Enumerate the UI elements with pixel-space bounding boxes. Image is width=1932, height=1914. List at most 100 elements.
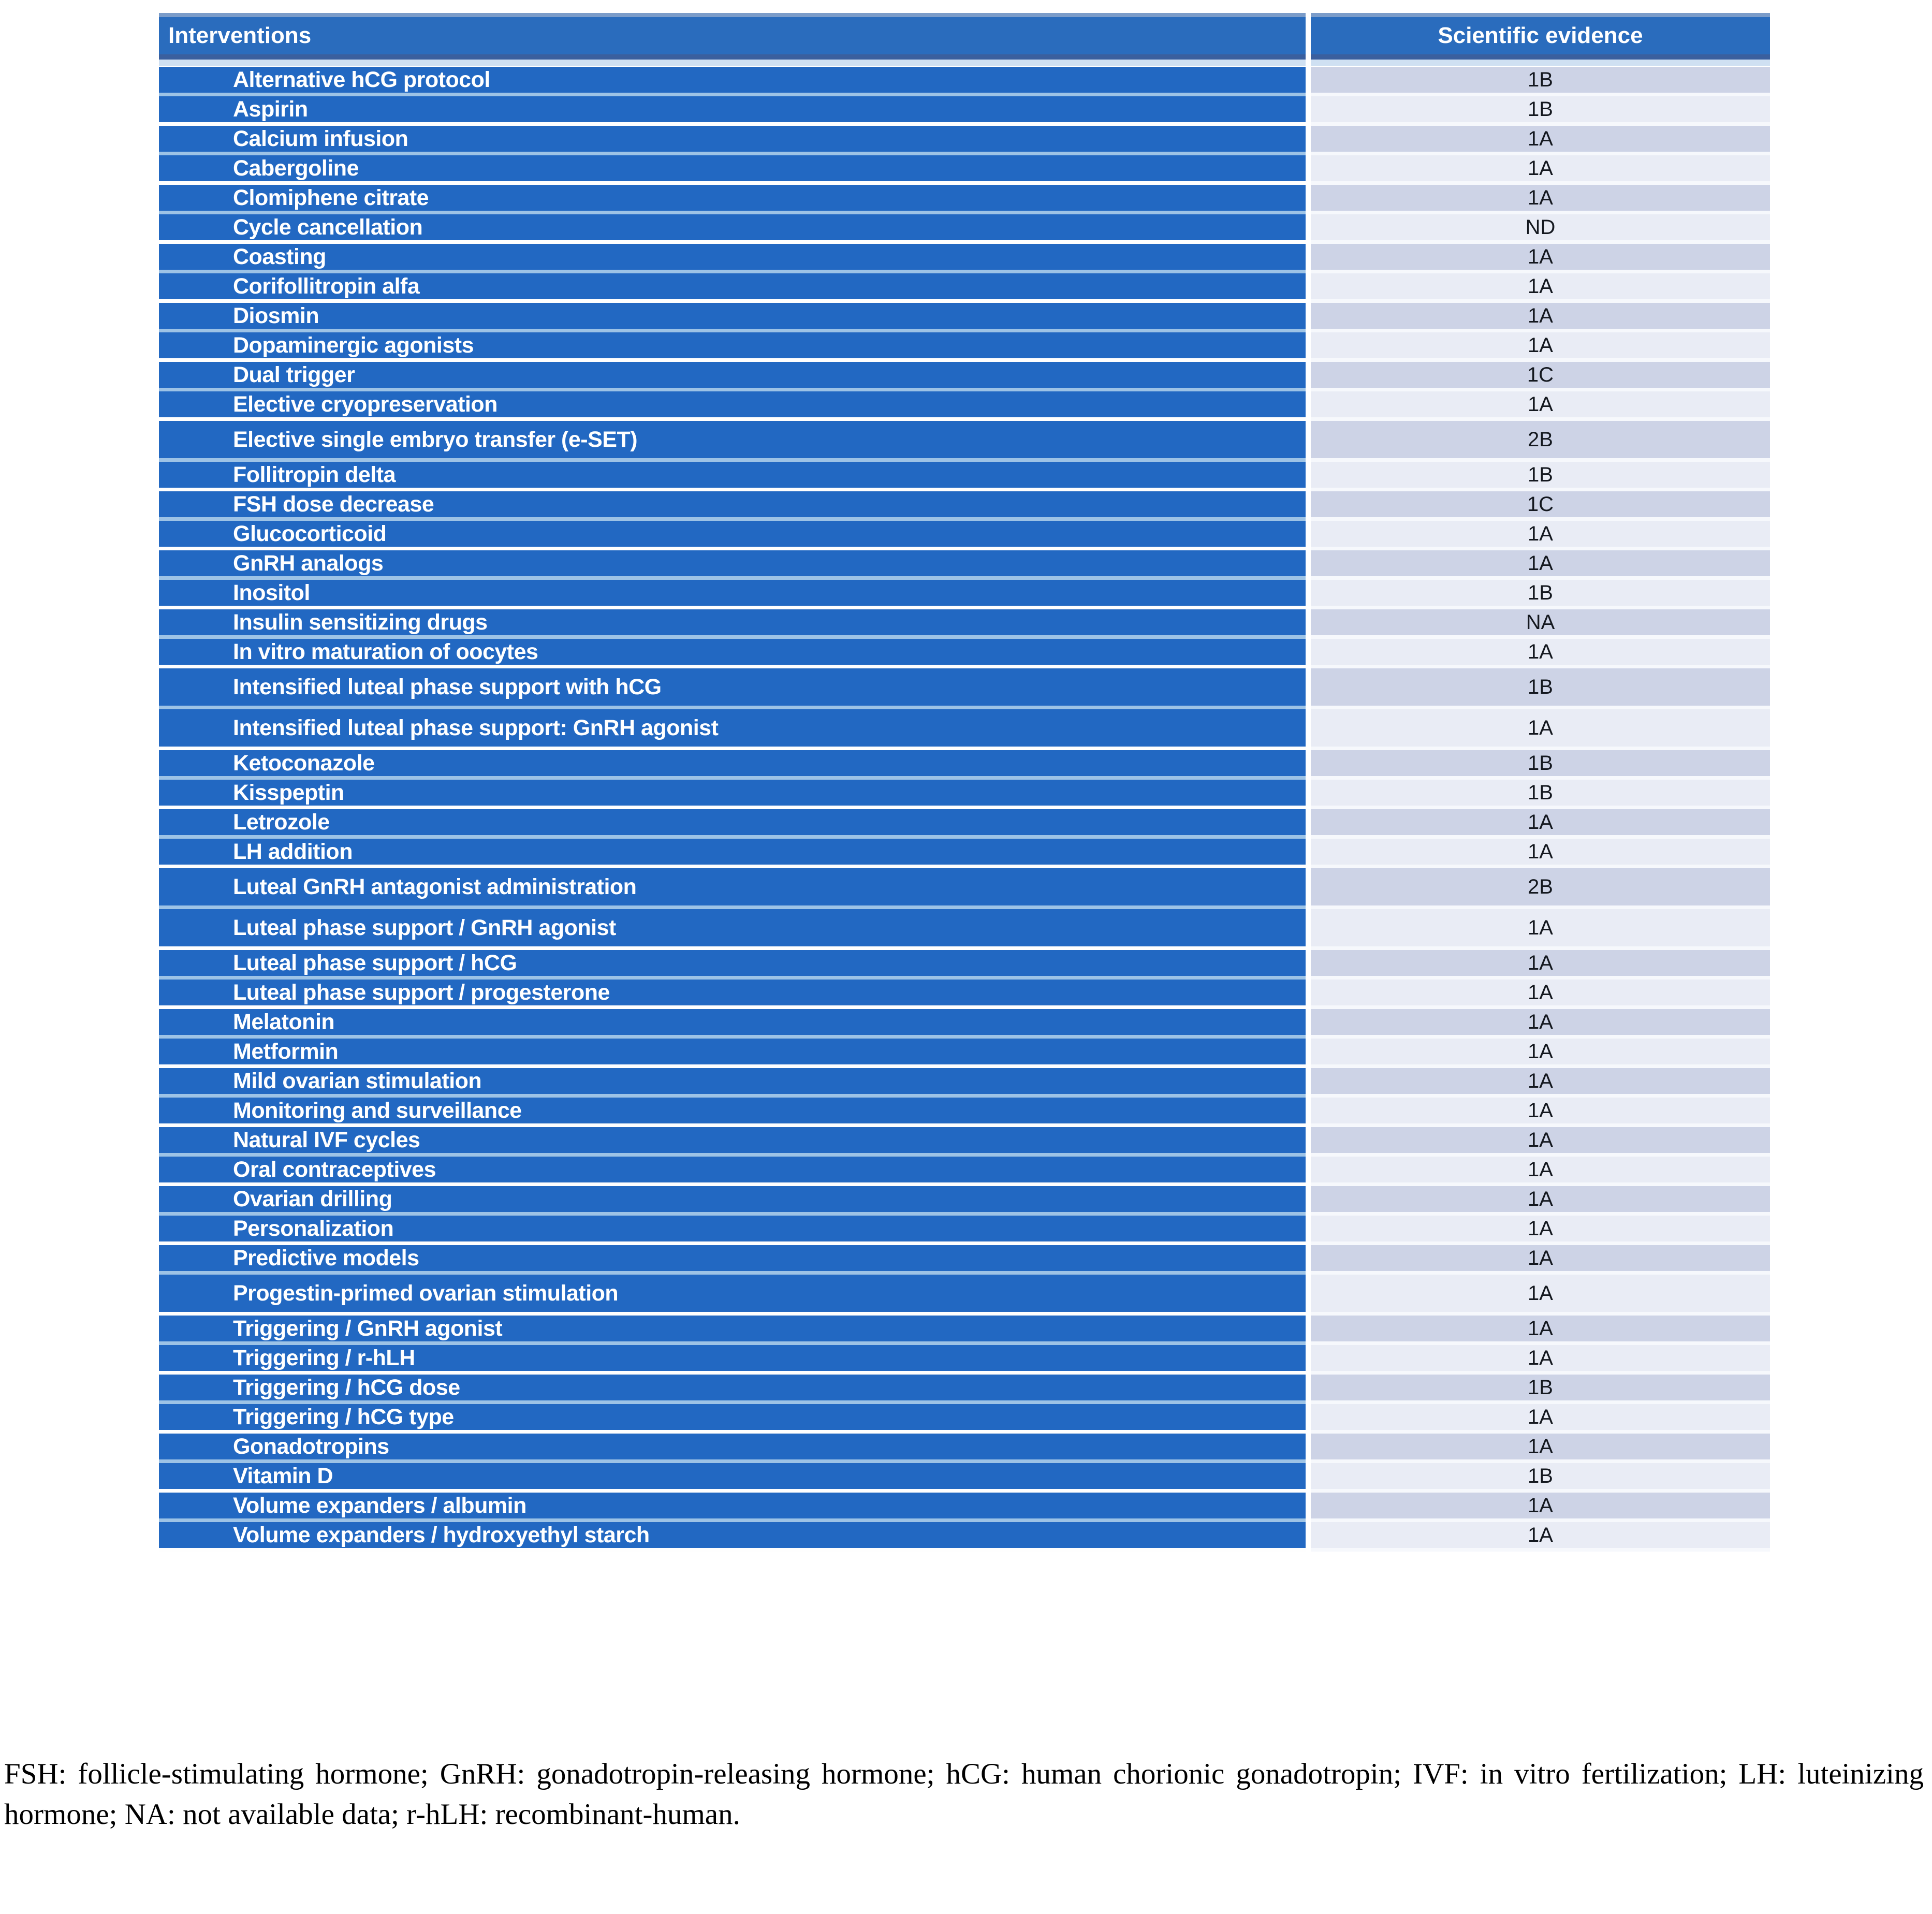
table-row: Calcium infusion 1A bbox=[159, 126, 1770, 155]
intervention-label: Coasting bbox=[233, 244, 326, 269]
table-row: Luteal phase support / hCG 1A bbox=[159, 950, 1770, 980]
evidence-cell: 1A bbox=[1311, 550, 1770, 580]
table-row: Metformin 1A bbox=[159, 1039, 1770, 1068]
intervention-cell: Aspirin bbox=[159, 96, 1306, 126]
intervention-cell: Oral contraceptives bbox=[159, 1157, 1306, 1186]
intervention-cell: Glucocorticoid bbox=[159, 521, 1306, 550]
evidence-value: 1A bbox=[1528, 1010, 1553, 1033]
evidence-value: 1A bbox=[1528, 1217, 1553, 1240]
intervention-label: Vitamin D bbox=[233, 1463, 333, 1488]
table-row: Volume expanders / hydroxyethyl starch 1A bbox=[159, 1522, 1770, 1552]
intervention-label: Metformin bbox=[233, 1039, 339, 1064]
intervention-cell: Cycle cancellation bbox=[159, 214, 1306, 244]
evidence-cell: 1B bbox=[1311, 96, 1770, 126]
column-header-scientific-evidence: Scientific evidence bbox=[1311, 13, 1770, 60]
evidence-value: 1B bbox=[1528, 68, 1553, 91]
intervention-cell: Intensified luteal phase support with hC… bbox=[159, 668, 1306, 709]
evidence-cell: 1A bbox=[1311, 809, 1770, 839]
intervention-label: Triggering / hCG dose bbox=[233, 1375, 460, 1400]
table-row: Triggering / hCG dose 1B bbox=[159, 1375, 1770, 1404]
intervention-cell: Kisspeptin bbox=[159, 780, 1306, 809]
intervention-label: Letrozole bbox=[233, 809, 330, 835]
evidence-value: 1A bbox=[1528, 1040, 1553, 1063]
intervention-cell: Calcium infusion bbox=[159, 126, 1306, 155]
evidence-cell: 1B bbox=[1311, 668, 1770, 709]
evidence-value: 1B bbox=[1528, 581, 1553, 604]
table-row: Cabergoline 1A bbox=[159, 155, 1770, 185]
intervention-label: Diosmin bbox=[233, 303, 319, 328]
evidence-value: 1A bbox=[1528, 304, 1553, 327]
evidence-value: 2B bbox=[1528, 428, 1553, 451]
evidence-cell: 1A bbox=[1311, 303, 1770, 332]
table-row: Corifollitropin alfa 1A bbox=[159, 273, 1770, 303]
evidence-cell: 1A bbox=[1311, 950, 1770, 980]
evidence-value: 1A bbox=[1528, 716, 1553, 739]
intervention-label: Dual trigger bbox=[233, 362, 355, 387]
intervention-label: Ovarian drilling bbox=[233, 1186, 392, 1211]
evidence-value: 1B bbox=[1528, 675, 1553, 698]
intervention-cell: Intensified luteal phase support: GnRH a… bbox=[159, 709, 1306, 750]
evidence-cell: 1A bbox=[1311, 391, 1770, 421]
intervention-cell: Ketoconazole bbox=[159, 750, 1306, 780]
intervention-label: Ketoconazole bbox=[233, 750, 375, 776]
intervention-cell: Insulin sensitizing drugs bbox=[159, 609, 1306, 639]
intervention-cell: Metformin bbox=[159, 1039, 1306, 1068]
evidence-cell: ND bbox=[1311, 214, 1770, 244]
table-row: Coasting 1A bbox=[159, 244, 1770, 273]
evidence-cell: 1A bbox=[1311, 1404, 1770, 1434]
intervention-cell: Melatonin bbox=[159, 1009, 1306, 1039]
evidence-cell: 1A bbox=[1311, 1275, 1770, 1316]
evidence-value: 1A bbox=[1528, 274, 1553, 298]
intervention-label: Volume expanders / hydroxyethyl starch bbox=[233, 1522, 650, 1547]
evidence-cell: 1B bbox=[1311, 67, 1770, 96]
intervention-label: GnRH analogs bbox=[233, 550, 384, 576]
evidence-value: 1A bbox=[1528, 1128, 1553, 1151]
intervention-cell: Luteal phase support / progesterone bbox=[159, 980, 1306, 1009]
intervention-label: In vitro maturation of oocytes bbox=[233, 639, 538, 664]
evidence-cell: NA bbox=[1311, 609, 1770, 639]
intervention-label: Insulin sensitizing drugs bbox=[233, 609, 488, 635]
intervention-label: Mild ovarian stimulation bbox=[233, 1068, 482, 1093]
evidence-cell: 1A bbox=[1311, 185, 1770, 214]
evidence-value: 1B bbox=[1528, 1464, 1553, 1487]
table-row: Triggering / hCG type 1A bbox=[159, 1404, 1770, 1434]
evidence-cell: 1A bbox=[1311, 1216, 1770, 1245]
intervention-cell: GnRH analogs bbox=[159, 550, 1306, 580]
evidence-cell: 1A bbox=[1311, 1009, 1770, 1039]
table-row: Elective cryopreservation 1A bbox=[159, 391, 1770, 421]
evidence-cell: 1B bbox=[1311, 750, 1770, 780]
intervention-label: Predictive models bbox=[233, 1245, 419, 1270]
evidence-value: 1A bbox=[1528, 1435, 1553, 1458]
intervention-label: Gonadotropins bbox=[233, 1434, 389, 1459]
intervention-label: Clomiphene citrate bbox=[233, 185, 429, 210]
intervention-cell: Triggering / hCG type bbox=[159, 1404, 1306, 1434]
intervention-cell: Triggering / r-hLH bbox=[159, 1345, 1306, 1375]
table-row: Ketoconazole 1B bbox=[159, 750, 1770, 780]
intervention-label: Luteal phase support / progesterone bbox=[233, 980, 610, 1005]
evidence-value: 1C bbox=[1527, 492, 1554, 516]
intervention-cell: Coasting bbox=[159, 244, 1306, 273]
evidence-cell: 1A bbox=[1311, 126, 1770, 155]
intervention-label: Intensified luteal phase support: GnRH a… bbox=[233, 715, 719, 740]
evidence-cell: 1A bbox=[1311, 839, 1770, 868]
table-row: Melatonin 1A bbox=[159, 1009, 1770, 1039]
intervention-cell: Cabergoline bbox=[159, 155, 1306, 185]
intervention-label: Elective single embryo transfer (e-SET) bbox=[233, 427, 638, 452]
evidence-cell: 1B bbox=[1311, 1375, 1770, 1404]
evidence-cell: 1A bbox=[1311, 980, 1770, 1009]
intervention-cell: LH addition bbox=[159, 839, 1306, 868]
evidence-value: 1A bbox=[1528, 840, 1553, 863]
intervention-cell: FSH dose decrease bbox=[159, 491, 1306, 521]
table-row: Ovarian drilling 1A bbox=[159, 1186, 1770, 1216]
table-row: Triggering / r-hLH 1A bbox=[159, 1345, 1770, 1375]
table-row: Cycle cancellation ND bbox=[159, 214, 1770, 244]
intervention-label: Personalization bbox=[233, 1216, 394, 1241]
intervention-cell: Personalization bbox=[159, 1216, 1306, 1245]
table-row: Elective single embryo transfer (e-SET) 2… bbox=[159, 421, 1770, 462]
intervention-label: Luteal GnRH antagonist administration bbox=[233, 874, 637, 899]
intervention-label: Triggering / r-hLH bbox=[233, 1345, 415, 1370]
evidence-value: 1A bbox=[1528, 1405, 1553, 1428]
table-row: FSH dose decrease 1C bbox=[159, 491, 1770, 521]
intervention-cell: Clomiphene citrate bbox=[159, 185, 1306, 214]
